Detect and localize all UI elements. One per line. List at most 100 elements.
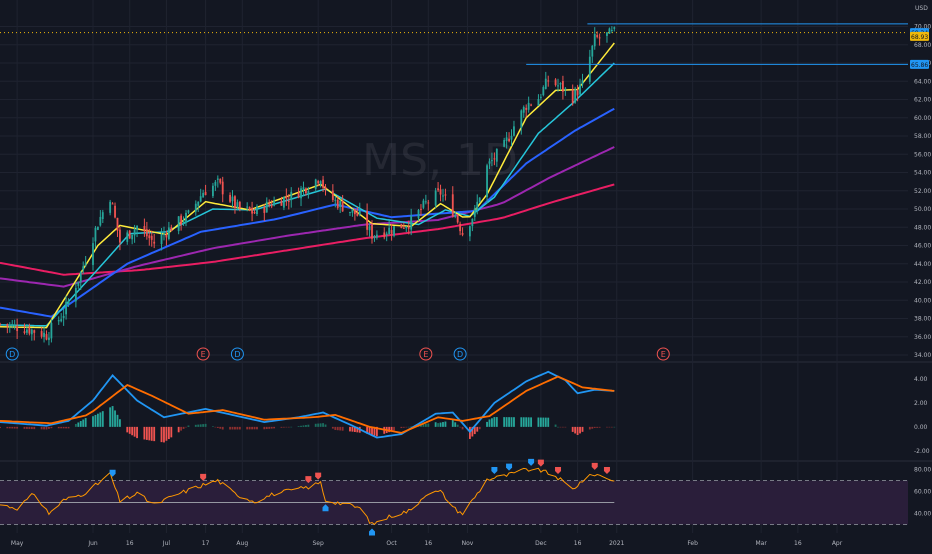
dividend-event-marker [230, 347, 244, 361]
macd-histogram-bar [314, 423, 317, 427]
price-tick-label: 38.00 [914, 316, 931, 323]
candle-body [503, 139, 506, 147]
candle-body [486, 165, 488, 197]
candle-body [23, 331, 26, 333]
macd-histogram-bar [273, 426, 276, 429]
macd-histogram-bar [40, 426, 43, 430]
candle-body [593, 33, 596, 47]
price-tag [910, 59, 929, 69]
earnings-event-label: E [423, 350, 428, 359]
rsi-signal-marker [200, 473, 207, 481]
macd-histogram-bar [300, 425, 302, 427]
candle-body [324, 186, 327, 190]
currency-label: USD [915, 5, 928, 12]
candle-body [99, 216, 102, 226]
macd-tick-label: 2.00 [914, 400, 928, 407]
macd-histogram-bar [234, 426, 236, 430]
candle-body [109, 201, 112, 213]
macd-histogram-bar [410, 426, 413, 427]
earnings-event-marker [656, 347, 670, 361]
rsi-signal-marker [322, 504, 329, 512]
candle-body [525, 107, 528, 110]
candle-body [307, 190, 310, 195]
candle-body [221, 181, 224, 195]
candle-body [65, 301, 67, 315]
candle-body [322, 179, 324, 188]
candle-body [163, 233, 165, 235]
macd-histogram-bar [253, 426, 256, 430]
candle-body [148, 235, 151, 239]
candle-body [300, 188, 302, 199]
candle-body [145, 229, 148, 237]
time-tick-label: 17 [202, 540, 210, 547]
macd-histogram-bar [160, 426, 163, 443]
candle-body [248, 207, 251, 210]
macd-histogram-bar [163, 426, 165, 443]
candle-body [439, 189, 442, 195]
candle-body [74, 287, 77, 302]
macd-histogram-bar [331, 426, 334, 429]
macd-histogram-bar [508, 417, 510, 427]
macd-histogram-bar [170, 426, 173, 438]
macd-histogram-bar [16, 426, 19, 429]
candle-body [437, 188, 440, 191]
candle-body [591, 45, 594, 57]
candle-body [608, 28, 611, 34]
macd-histogram-bar [324, 424, 327, 427]
price-tick-label: 42.00 [914, 279, 931, 286]
macd-histogram-bar [28, 426, 31, 429]
time-tick-label: May [11, 540, 24, 547]
macd-histogram-bar [79, 421, 82, 427]
macd-histogram-bar [204, 423, 207, 427]
macd-histogram-bar [510, 417, 513, 427]
candle-body [16, 326, 19, 332]
macd-histogram-bar [221, 426, 224, 430]
candle-body [473, 208, 476, 217]
macd-histogram-bar [530, 417, 533, 427]
macd-histogram-bar [539, 417, 542, 427]
macd-histogram-bar [339, 426, 342, 431]
earnings-event-marker [419, 347, 433, 361]
candle-body [26, 329, 28, 333]
candle-body [451, 194, 454, 217]
candle-body [434, 190, 437, 206]
macd-histogram-bar [402, 426, 405, 428]
candle-body [554, 79, 557, 86]
candle-body [268, 203, 271, 205]
pane-bg [0, 362, 908, 461]
macd-histogram-bar [322, 423, 324, 427]
macd-histogram-bar [297, 426, 300, 427]
macd-histogram-bar [8, 426, 11, 429]
candle-body [454, 214, 457, 217]
macd-histogram-bar [65, 426, 67, 429]
candle-body [28, 327, 31, 334]
candle-body [79, 271, 82, 282]
macd-histogram-bar [598, 426, 601, 428]
candle-body [407, 226, 410, 229]
macd-tick-label: 4.00 [914, 376, 928, 383]
candle-body [468, 226, 471, 237]
macd-histogram-bar [610, 426, 613, 428]
macd-histogram-bar [495, 417, 498, 427]
time-tick-label: 2021 [609, 540, 624, 547]
dividend-event-label: D [234, 350, 240, 359]
macd-histogram-bar [420, 424, 422, 427]
macd-histogram-bar [491, 418, 493, 427]
macd-histogram-bar [26, 426, 28, 429]
candle-body [199, 196, 202, 202]
macd-histogram-bar [236, 426, 239, 430]
rsi-signal-marker [305, 476, 312, 484]
candle-body [290, 191, 293, 201]
candle-body [263, 207, 266, 213]
time-tick-label: Dec [535, 540, 547, 547]
candle-body [393, 226, 395, 236]
candle-body [478, 197, 481, 202]
price-tick-label: 62.00 [914, 97, 931, 104]
earnings-event-label: E [661, 350, 666, 359]
candle-body [356, 213, 359, 216]
candle-body [43, 332, 45, 338]
candle-body [596, 35, 599, 37]
macd-histogram-bar [407, 426, 410, 428]
